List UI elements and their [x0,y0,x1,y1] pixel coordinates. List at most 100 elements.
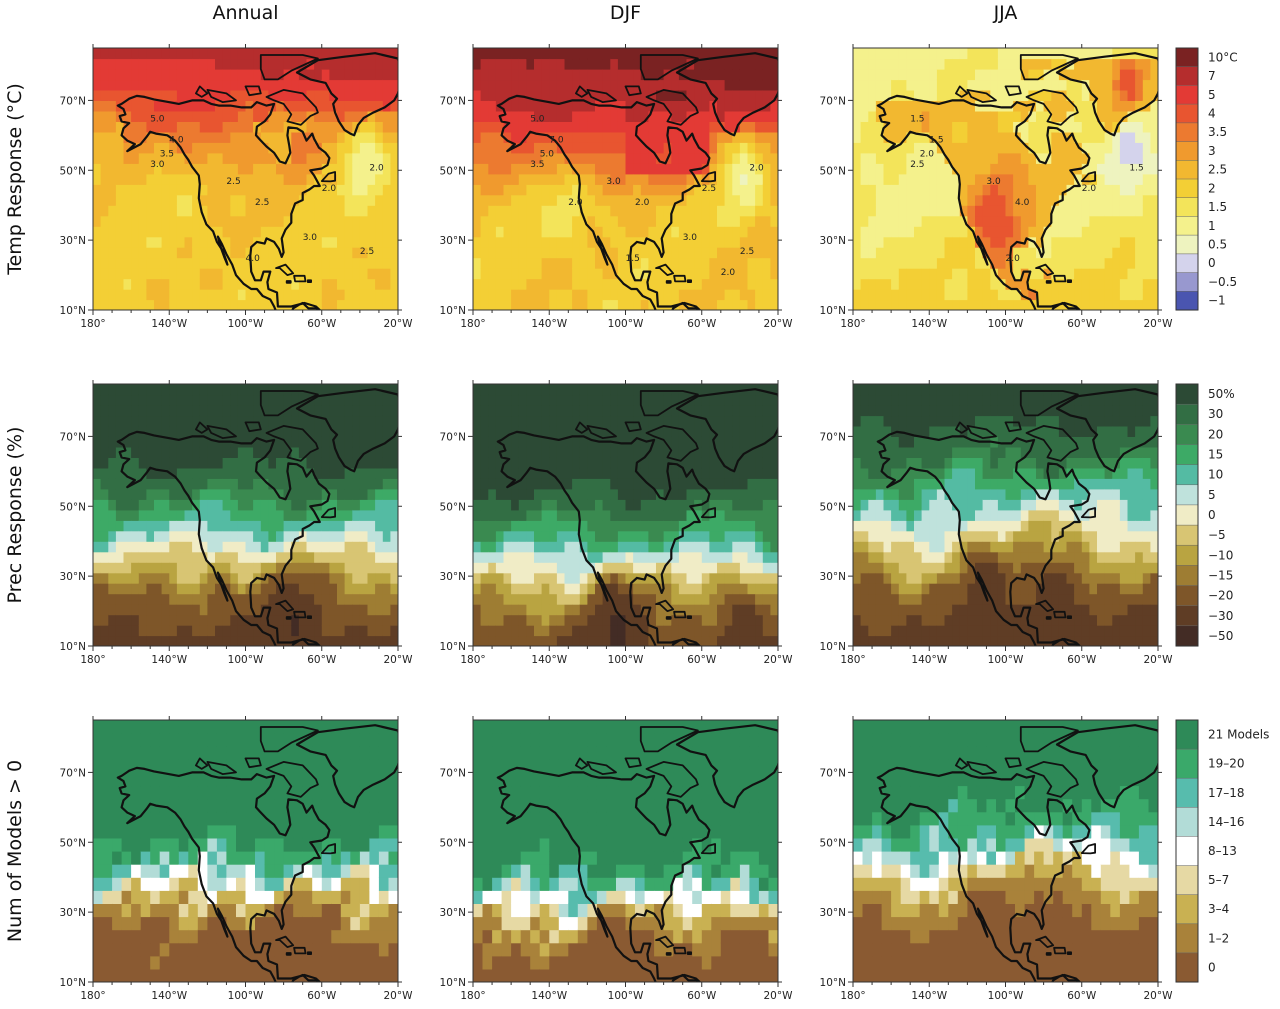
grid-cell [375,394,384,406]
grid-cell [161,79,170,91]
grid-cell [207,236,216,248]
grid-cell [518,562,527,574]
grid-cell [853,69,862,81]
grid-cell [473,562,482,574]
grid-cell [1058,131,1068,143]
grid-cell [518,163,527,175]
grid-cell [306,467,315,479]
grid-cell [694,446,703,458]
grid-cell [207,446,216,458]
grid-cell [1112,163,1121,175]
grid-cell [724,478,733,490]
grid-cell [709,278,718,290]
grid-cell [176,247,186,259]
grid-cell [663,520,672,532]
grid-cell [1051,152,1060,164]
grid-cell [138,48,147,60]
grid-cell [595,268,604,280]
grid-cell [390,478,398,490]
grid-cell [1112,257,1121,269]
grid-cell [518,625,527,637]
grid-cell [701,625,710,637]
grid-cell [115,499,125,511]
grid-cell [709,289,718,301]
grid-cell [314,194,323,206]
grid-cell [959,184,968,196]
grid-cell [944,142,953,154]
grid-cell [298,173,308,185]
grid-cell [686,89,695,101]
grid-cell [291,194,300,206]
grid-cell [169,499,178,511]
grid-cell [595,583,604,595]
grid-cell [283,499,292,511]
grid-cell [337,163,346,175]
grid-cell [115,48,125,60]
grid-cell [108,520,117,532]
grid-cell [207,562,216,574]
grid-cell [579,384,588,396]
grid-cell [656,226,665,238]
grid-cell [375,614,384,626]
grid-cell [564,499,573,511]
grid-cell [161,152,170,164]
grid-cell [701,236,710,248]
grid-cell [732,572,741,584]
grid-cell [1036,69,1045,81]
grid-cell [382,593,391,605]
grid-cell [1142,257,1151,269]
grid-cell [138,509,147,521]
grid-cell [367,593,376,605]
grid-cell [633,278,642,290]
grid-cell [260,184,269,196]
grid-cell [146,384,155,396]
grid-cell [382,384,391,396]
grid-cell [640,194,649,206]
grid-cell [382,89,391,101]
grid-cell [648,541,657,553]
grid-cell [253,446,262,458]
grid-cell [283,299,292,310]
grid-cell [755,289,764,301]
grid-cell [617,247,627,259]
grid-cell [161,436,170,448]
grid-cell [230,457,239,469]
grid-cell [161,604,170,616]
grid-cell [503,226,512,238]
grid-cell [108,499,117,511]
grid-cell [352,520,361,532]
grid-cell [936,163,946,175]
grid-cell [93,614,102,626]
grid-cell [617,131,627,143]
grid-cell [131,635,140,646]
grid-cell [709,184,718,196]
grid-cell [556,446,566,458]
grid-cell [100,604,109,616]
grid-cell [169,572,178,584]
grid-cell [975,173,984,185]
grid-cell [314,205,323,217]
grid-cell [860,205,869,217]
grid-cell [694,226,703,238]
grid-cell [526,226,535,238]
grid-cell [564,509,573,521]
grid-cell [640,583,649,595]
grid-cell [1028,257,1037,269]
grid-cell [1127,205,1136,217]
grid-cell [253,436,262,448]
grid-cell [511,457,520,469]
grid-cell [253,194,262,206]
grid-cell [344,79,353,91]
grid-cell [541,289,550,301]
grid-cell [625,131,634,143]
grid-cell [640,467,649,479]
grid-cell [237,100,247,112]
grid-cell [625,635,634,646]
grid-cell [853,152,862,164]
grid-cell [921,89,930,101]
grid-cell [100,89,109,101]
grid-cell [359,184,369,196]
grid-cell [321,121,330,133]
grid-cell [633,100,642,112]
grid-cell [739,572,749,584]
